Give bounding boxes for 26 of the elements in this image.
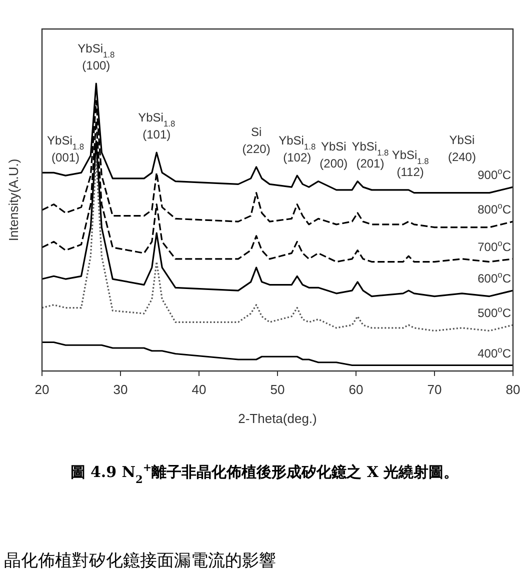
x-tick-label: 20 [34, 382, 50, 397]
series-label: 500$^{o}$C [478, 304, 512, 320]
annotation: YbSi$_{1.8}$ (102) [278, 134, 316, 165]
x-tick-label: 80 [506, 382, 520, 397]
series-label: 900$^{o}$C [478, 166, 512, 182]
series-label: 600$^{o}$C [478, 270, 512, 286]
annotation: YbSi$_{1.8}$ (101) [138, 110, 176, 142]
text: 晶化佈植對矽化鐿接面漏電流的影響 [4, 551, 276, 571]
annotation: YbSi$_{1.8}$ (201) [352, 139, 390, 170]
annotation: Si (220) [242, 124, 270, 156]
x-tick-label: 70 [427, 382, 442, 397]
x-tick-label: 30 [113, 382, 128, 397]
y-axis-title: Intensity(A.U.) [6, 158, 21, 242]
annotation: YbSi (240) [448, 133, 476, 164]
x-tick-label: 50 [270, 382, 285, 397]
annotation: YbSi (200) [320, 139, 348, 170]
x-tick-label: 60 [348, 382, 364, 397]
x-tick-label: 40 [192, 382, 206, 397]
caption: 圖 4.9 N$_{2}$$^{+}$離子非晶化佈植後形成矽化鐿之 X 光繞射圖。 [70, 462, 459, 486]
annotation: YbSi$_{1.8}$ (001) [47, 134, 84, 165]
series-label: 400$^{o}$C [478, 344, 512, 360]
series-label: 800$^{o}$C [478, 200, 512, 217]
annotation: YbSi$_{1.8}$ (100) [78, 42, 115, 73]
series-label: 700$^{o}$C [478, 238, 512, 254]
x-axis-title: 2-Theta(deg.) [238, 411, 317, 426]
annotation: YbSi$_{1.8}$ (112) [392, 148, 430, 179]
